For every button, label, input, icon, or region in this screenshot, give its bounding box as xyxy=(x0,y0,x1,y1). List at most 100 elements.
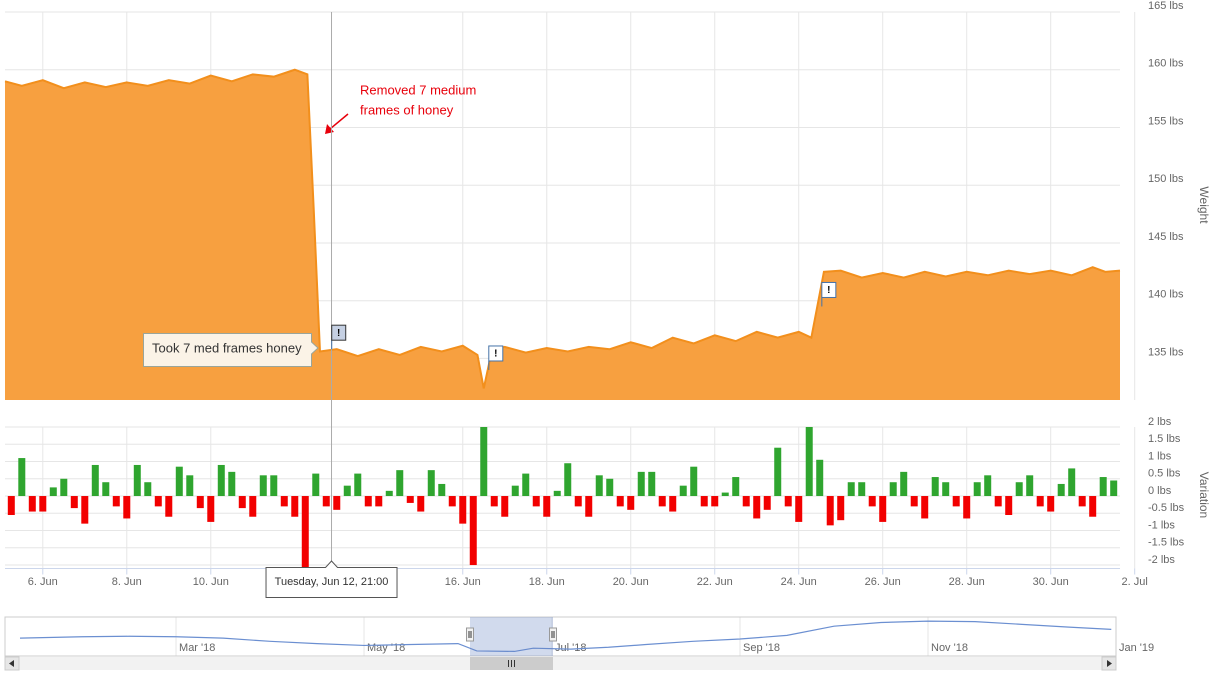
y-axis-title: Weight xyxy=(1197,186,1211,224)
bar xyxy=(574,496,582,507)
x-tick-label: 28. Jun xyxy=(949,576,985,588)
bar xyxy=(984,475,992,497)
bar xyxy=(847,482,855,497)
bar xyxy=(39,496,47,512)
bar xyxy=(805,427,813,497)
bar xyxy=(354,473,362,497)
bar xyxy=(102,482,110,497)
bar xyxy=(931,477,939,497)
x-tick-label: Mar '18 xyxy=(179,642,215,654)
bar xyxy=(753,496,761,519)
y-tick-label: -1 lbs xyxy=(1148,519,1175,531)
flag[interactable] xyxy=(331,324,347,341)
bar xyxy=(763,496,771,510)
bar xyxy=(249,496,257,517)
y-tick-label: 135 lbs xyxy=(1148,346,1184,358)
bar xyxy=(963,496,971,519)
bar xyxy=(186,475,194,497)
bar xyxy=(60,478,68,497)
bar xyxy=(406,496,414,503)
bar xyxy=(648,471,656,497)
bar xyxy=(858,482,866,497)
bar xyxy=(18,458,26,497)
bar xyxy=(1047,496,1055,512)
bar xyxy=(144,482,152,497)
y-axis-title: Variation xyxy=(1197,472,1211,518)
bar xyxy=(1089,496,1097,517)
foreground-layer: Removed 7 medium frames of honey Tuesday, … xyxy=(265,12,837,598)
bar xyxy=(1057,483,1065,497)
y-tick-label: 160 lbs xyxy=(1148,58,1184,70)
bar xyxy=(154,496,162,507)
annotation-arrow xyxy=(329,113,349,130)
bar xyxy=(259,475,267,497)
y-tick-label: -2 lbs xyxy=(1148,554,1175,566)
y-tick-label: 165 lbs xyxy=(1148,0,1184,12)
x-tick-label: Nov '18 xyxy=(931,642,968,654)
bar xyxy=(1110,480,1118,497)
navigator-handle-right[interactable] xyxy=(549,627,557,642)
bar xyxy=(165,496,173,517)
bar xyxy=(921,496,929,519)
bar xyxy=(280,496,288,507)
bar xyxy=(658,496,666,507)
handle-box[interactable] xyxy=(549,627,557,642)
y-tick-label: 2 lbs xyxy=(1148,416,1172,428)
navigator-selection[interactable] xyxy=(470,617,553,656)
bar xyxy=(459,496,467,524)
y-tick-label: 0.5 lbs xyxy=(1148,468,1181,480)
bar xyxy=(795,496,803,522)
scrollbar-track[interactable] xyxy=(5,657,1116,670)
y-tick-label: 155 lbs xyxy=(1148,115,1184,127)
flag[interactable] xyxy=(488,345,504,362)
bar xyxy=(343,485,351,497)
bar xyxy=(207,496,215,522)
bar xyxy=(385,490,393,497)
bar xyxy=(889,482,897,497)
y-tick-label: 150 lbs xyxy=(1148,173,1184,185)
y-tick-label: -1.5 lbs xyxy=(1148,537,1185,549)
bar xyxy=(532,496,540,507)
bar xyxy=(238,496,246,509)
bar xyxy=(511,485,519,497)
bar xyxy=(469,496,477,566)
bar xyxy=(1026,475,1034,497)
bar xyxy=(553,490,561,497)
bar xyxy=(112,496,120,507)
bar xyxy=(322,496,330,507)
navigator-line xyxy=(19,620,1112,653)
bar xyxy=(333,496,341,510)
bar xyxy=(301,496,309,569)
navigator-handle-left[interactable] xyxy=(466,627,474,642)
bar xyxy=(721,492,729,497)
bar xyxy=(7,496,15,516)
bar xyxy=(679,485,687,497)
handle-box[interactable] xyxy=(466,627,474,642)
bar xyxy=(291,496,299,517)
y-tick-label: 140 lbs xyxy=(1148,289,1184,301)
bar xyxy=(70,496,78,509)
handle-grip xyxy=(551,631,555,638)
navigator-frame xyxy=(4,616,1117,657)
bar xyxy=(900,471,908,497)
scroll-right-arrow xyxy=(1107,660,1112,667)
scrollbar-grip xyxy=(508,660,515,667)
bar xyxy=(438,483,446,497)
crosshair-label: Tuesday, Jun 12, 21:00 xyxy=(275,576,389,588)
flag-label: ! xyxy=(337,328,340,339)
bar xyxy=(784,496,792,507)
bar xyxy=(700,496,708,507)
x-tick-label: 24. Jun xyxy=(781,576,817,588)
bar xyxy=(910,496,918,507)
area xyxy=(5,69,1120,401)
bar xyxy=(973,482,981,497)
x-tick-label: Jan '19 xyxy=(1119,642,1154,654)
flag[interactable] xyxy=(821,281,837,298)
bar xyxy=(522,473,530,497)
bar xyxy=(595,475,603,497)
area-line xyxy=(4,68,1121,389)
y-tick-label: 145 lbs xyxy=(1148,231,1184,243)
x-tick-label: 26. Jun xyxy=(865,576,901,588)
bar xyxy=(994,496,1002,507)
